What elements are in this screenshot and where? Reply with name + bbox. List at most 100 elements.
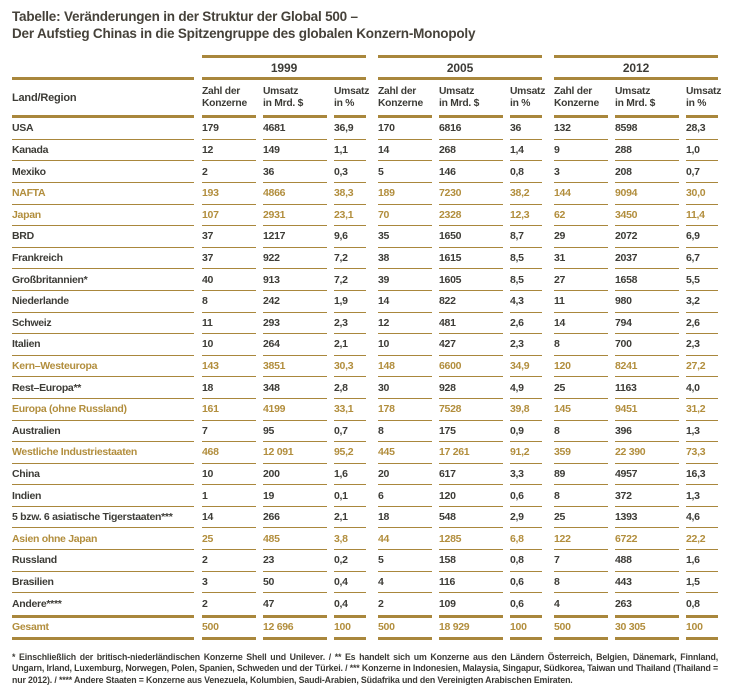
table-cell: 47 bbox=[263, 598, 275, 611]
table-cell: 200 bbox=[263, 464, 327, 486]
table-cell: 30,0 bbox=[686, 183, 718, 205]
table-cell: 149 bbox=[263, 140, 327, 162]
table-cell: 36 bbox=[263, 161, 327, 183]
table-cell: 481 bbox=[439, 313, 503, 335]
table-cell: 2 bbox=[378, 598, 384, 611]
table-row: 5 bzw. 6 asiatische Tigerstaaten*** 14 266… bbox=[12, 507, 718, 529]
col-header-umsatz-mrd: Umsatz in Mrd. $ bbox=[615, 80, 679, 119]
row-label: Kanada bbox=[12, 140, 194, 162]
table-cell: 922 bbox=[263, 248, 327, 270]
table-cell: 2328 bbox=[439, 205, 503, 227]
year-group-2012: 2012 bbox=[554, 55, 718, 77]
table-cell: 0,7 bbox=[686, 161, 718, 183]
table-cell: 928 bbox=[439, 377, 503, 399]
table-row: USA 179 4681 36,9 170 6816 36 132 8598 28,3 bbox=[12, 118, 718, 140]
table-cell: 0,8 bbox=[510, 550, 542, 572]
table-cell: 12 091 bbox=[263, 442, 327, 464]
table-cell: 36 bbox=[510, 118, 542, 140]
table-cell: 10 bbox=[202, 334, 256, 356]
table-cell: 266 bbox=[263, 507, 327, 529]
table-cell: 913 bbox=[263, 269, 327, 291]
table-row: Westliche Industriestaaten 468 12 091 95,2 4… bbox=[12, 442, 718, 464]
row-label: 5 bzw. 6 asiatische Tigerstaaten*** bbox=[12, 507, 194, 529]
table-cell: 30 bbox=[378, 377, 432, 399]
year-header-row: 1999 2005 2012 bbox=[12, 55, 718, 77]
subheader-group-2005: Zahl der Konzerne Umsatz in Mrd. $ Umsat… bbox=[378, 77, 545, 119]
table-cell: 3851 bbox=[263, 356, 327, 378]
table-cell: 170 bbox=[378, 118, 432, 140]
row-label: Schweiz bbox=[12, 313, 194, 335]
table-row: Großbritannien* 40 913 7,2 39 1605 8,5 27 1658 5,… bbox=[12, 269, 718, 291]
table-cell: 179 bbox=[202, 118, 256, 140]
table-cell: 2072 bbox=[615, 226, 679, 248]
table-cell: 122 bbox=[554, 528, 608, 551]
table-cell: 2,3 bbox=[334, 313, 366, 335]
table-cell: 109 bbox=[439, 598, 456, 611]
col-header-konzerne: Zahl der Konzerne bbox=[554, 80, 608, 119]
table-cell: 427 bbox=[439, 334, 503, 356]
table-cell: 20 bbox=[378, 464, 432, 486]
table-cell: 359 bbox=[554, 442, 608, 464]
table-cell: 40 bbox=[202, 269, 256, 291]
table-cell: 144 bbox=[554, 183, 608, 205]
row-label: USA bbox=[12, 118, 194, 140]
table-cell: 107 bbox=[202, 205, 256, 227]
row-label: Großbritannien* bbox=[12, 269, 194, 291]
table-cell: 50 bbox=[263, 572, 327, 594]
table-cell: 12 bbox=[202, 140, 256, 162]
table-cell: 27 bbox=[554, 269, 608, 291]
table-cell: 2,3 bbox=[510, 334, 542, 356]
table-cell: 4 bbox=[554, 598, 560, 611]
table-cell: 6,7 bbox=[686, 248, 718, 270]
table-cell: 11 bbox=[202, 313, 256, 335]
table-cell: 8,5 bbox=[510, 269, 542, 291]
table-cell: 0,4 bbox=[334, 598, 348, 611]
col-header-konzerne: Zahl der Konzerne bbox=[378, 80, 432, 119]
table-cell: 36,9 bbox=[334, 118, 366, 140]
table-cell: 0,6 bbox=[510, 598, 524, 611]
title-line-1: Tabelle: Veränderungen in der Struktur d… bbox=[12, 9, 358, 24]
year-label: 2012 bbox=[622, 60, 650, 75]
table-cell: 7230 bbox=[439, 183, 503, 205]
table-cell: 100 bbox=[686, 614, 718, 640]
row-label: Europa (ohne Russland) bbox=[12, 399, 194, 421]
table-cell: 120 bbox=[554, 356, 608, 378]
row-label: Westliche Industriestaaten bbox=[12, 442, 194, 464]
table-cell: 1,1 bbox=[334, 140, 366, 162]
table-cell: 17 261 bbox=[439, 442, 503, 464]
table-cell: 348 bbox=[263, 377, 327, 399]
table-cell: 1393 bbox=[615, 507, 679, 529]
table-cell: 8,5 bbox=[510, 248, 542, 270]
table-cell: 8 bbox=[378, 421, 432, 443]
table-cell: 9,6 bbox=[334, 226, 366, 248]
table-cell: 2,1 bbox=[334, 507, 366, 529]
table-cell: 8 bbox=[202, 291, 256, 313]
table-cell: 443 bbox=[615, 572, 679, 594]
table-row: Niederlande 8 242 1,9 14 822 4,3 11 980 3,2 bbox=[12, 291, 718, 313]
table-cell: 14 bbox=[378, 291, 432, 313]
table-cell: 5 bbox=[378, 161, 432, 183]
col-header-umsatz-pct: Umsatz in % bbox=[510, 80, 545, 119]
table-row: Japan 107 2931 23,1 70 2328 12,3 62 3450 11,4 bbox=[12, 205, 718, 227]
table-cell: 4,0 bbox=[686, 377, 718, 399]
table-cell: 1605 bbox=[439, 269, 503, 291]
table-cell: 4957 bbox=[615, 464, 679, 486]
table-cell: 0,6 bbox=[510, 485, 542, 507]
table-cell: 0,3 bbox=[334, 161, 366, 183]
table-cell: 0,9 bbox=[510, 421, 542, 443]
table-row: Europa (ohne Russland) 161 4199 33,1 178 7528… bbox=[12, 399, 718, 421]
table-cell: 116 bbox=[439, 572, 503, 594]
subheader-group-2012: Zahl der Konzerne Umsatz in Mrd. $ Umsat… bbox=[554, 77, 721, 119]
table-cell: 1,5 bbox=[686, 572, 718, 594]
footnote: * Einschließlich der britisch-niederländ… bbox=[12, 651, 718, 686]
table-cell: 10 bbox=[378, 334, 432, 356]
table-cell: 396 bbox=[615, 421, 679, 443]
table-cell: 14 bbox=[378, 140, 432, 162]
table-cell: 73,3 bbox=[686, 442, 718, 464]
table-cell: 2 bbox=[202, 598, 208, 611]
row-label: Rest–Europa** bbox=[12, 377, 194, 399]
row-label: Australien bbox=[12, 421, 194, 443]
table-cell: 1650 bbox=[439, 226, 503, 248]
table-cell: 100 bbox=[334, 614, 366, 640]
table-cell: 25 bbox=[554, 377, 608, 399]
